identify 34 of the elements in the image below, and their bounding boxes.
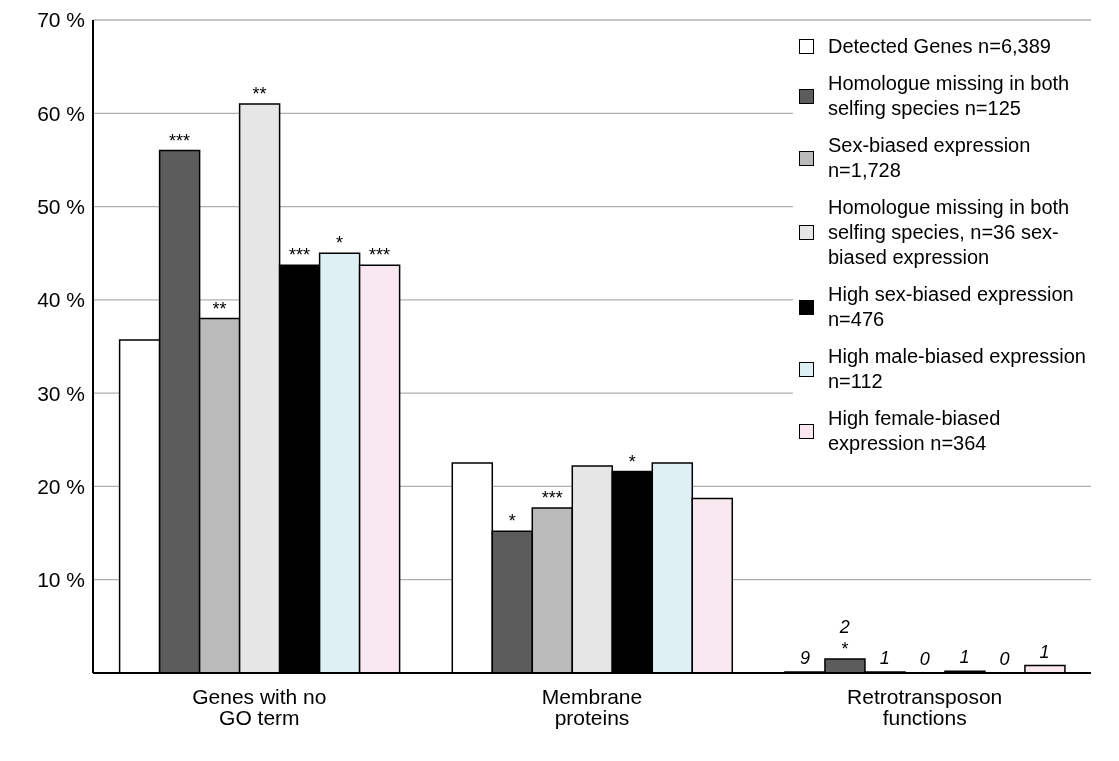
legend-label: Homologue missing in both selfing species, n=36 sex-biased expression xyxy=(828,195,1071,270)
data-label: ** xyxy=(252,83,267,104)
annotation: 0 xyxy=(919,649,930,669)
annotation: 9 xyxy=(799,648,810,669)
legend-label: Sex-biased expression n=1,728 xyxy=(828,133,1032,183)
y-tick-label: 10 % xyxy=(37,568,85,592)
annotation: 1 xyxy=(959,647,970,668)
annotation: 1 xyxy=(879,648,890,669)
annotation: 2 xyxy=(838,617,850,638)
data-label: *** xyxy=(289,245,311,266)
data-label: * xyxy=(336,233,344,254)
y-tick-label: 20 % xyxy=(37,474,85,498)
x-tick-label: Genes with no GO term xyxy=(192,684,327,729)
y-tick-label: 50 % xyxy=(37,195,85,219)
data-label: *** xyxy=(541,487,563,508)
data-label: * xyxy=(841,639,849,660)
data-label: * xyxy=(628,451,636,472)
legend-label: High female-biased expression n=364 xyxy=(828,406,1002,456)
data-label: * xyxy=(508,511,516,532)
y-tick-label: 60 % xyxy=(37,101,85,125)
data-label: ** xyxy=(212,298,227,319)
y-tick-label: 30 % xyxy=(37,381,85,405)
y-tick-label: 40 % xyxy=(37,288,85,312)
x-tick-label: Membrane proteins xyxy=(541,684,643,729)
legend-label: High male-biased expression n=112 xyxy=(828,344,1087,394)
data-label: *** xyxy=(369,245,391,266)
annotation: 0 xyxy=(999,649,1010,669)
legend-label: High sex-biased expression n=476 xyxy=(828,282,1075,332)
annotation: 1 xyxy=(1039,641,1050,662)
y-tick-label: 70 % xyxy=(37,8,85,32)
legend-label: Detected Genes n=6,389 xyxy=(828,34,1051,59)
data-label: *** xyxy=(169,130,191,151)
legend-label: Homologue missing in both selfing species n=125 xyxy=(828,71,1071,121)
x-tick-label: Retrotransposon functions xyxy=(847,684,1003,729)
